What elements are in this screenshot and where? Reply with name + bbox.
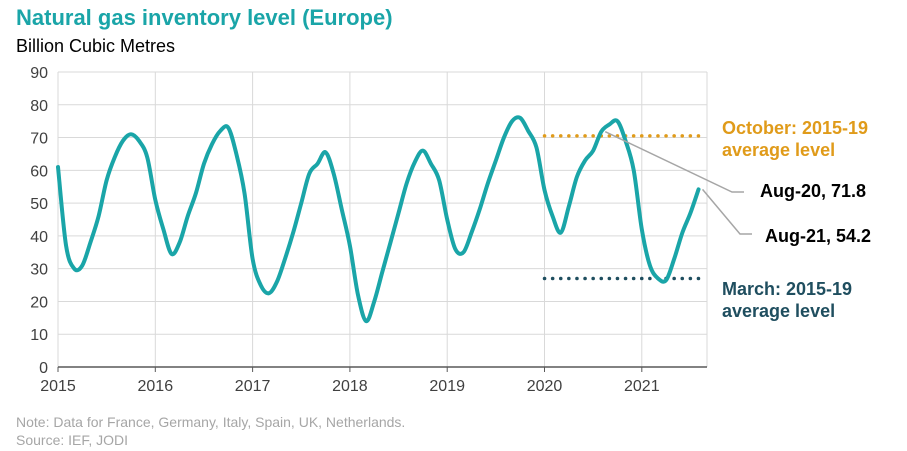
x-tick-label-2016: 2016 [138,378,174,395]
y-tick-label-0: 0 [39,360,48,377]
march-average-label-line1: March: 2015-19 [722,279,853,299]
y-tick-label-20: 20 [30,294,48,311]
aug20-leader-line [604,130,744,193]
aug21-callout: Aug-21, 54.2 [765,226,872,246]
aug20-callout: Aug-20, 71.8 [760,181,867,201]
x-tick-label-2015: 2015 [40,378,76,395]
x-tick-label-2018: 2018 [332,378,368,395]
y-tick-label-90: 90 [30,65,48,82]
y-axis-unit-label: Billion Cubic Metres [16,36,176,56]
chart-title: Natural gas inventory level (Europe) [16,5,393,30]
y-tick-label-40: 40 [30,229,48,246]
october-average-label: October: 2015-19 average level [722,117,868,161]
x-tick-label-2017: 2017 [235,378,271,395]
y-tick-label-30: 30 [30,262,48,279]
aug21-leader-line [701,188,752,235]
data-source: Source: IEF, JODI [16,432,129,448]
october-average-label-line2: average level [722,140,836,160]
x-tick-label-2021: 2021 [624,378,660,395]
data-note: Note: Data for France, Germany, Italy, S… [16,414,406,430]
y-tick-label-80: 80 [30,98,48,115]
y-tick-label-10: 10 [30,327,48,344]
march-average-label-line2: average level [722,301,836,321]
series-line-0 [56,115,701,324]
x-tick-label-2020: 2020 [527,378,563,395]
october-average-label-line1: October: 2015-19 [722,118,869,138]
y-tick-label-60: 60 [30,163,48,180]
x-tick-label-2019: 2019 [429,378,465,395]
y-tick-label-70: 70 [30,131,48,148]
y-tick-label-50: 50 [30,196,48,213]
march-average-label: March: 2015-19 average level [722,278,852,322]
